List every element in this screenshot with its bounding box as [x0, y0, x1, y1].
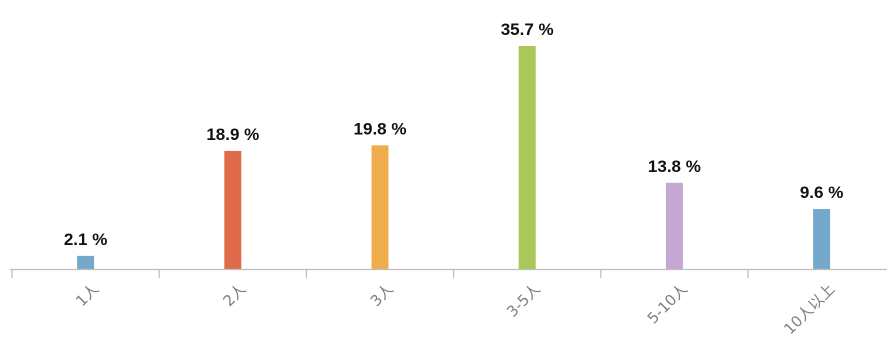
x-tick-label: 10人以上: [780, 280, 838, 338]
bar: [371, 145, 389, 269]
x-tick-label: 2人: [219, 280, 249, 310]
bars-group: [77, 46, 831, 269]
x-axis-ticks: [11, 269, 749, 278]
bar: [665, 182, 683, 269]
data-label: 9.6 %: [800, 183, 843, 202]
data-label: 2.1 %: [64, 230, 107, 249]
value-labels-group: 2.1 % 18.9 % 19.8 % 35.7 % 13.8 % 9.6 %: [64, 20, 843, 249]
data-label: 19.8 %: [354, 119, 407, 138]
bar: [224, 150, 242, 269]
x-tick-label: 5-10人: [644, 280, 691, 327]
x-tick-label: 1人: [72, 280, 102, 310]
bar: [813, 209, 831, 269]
x-tick-label: 3-5人: [503, 280, 544, 321]
data-label: 35.7 %: [501, 20, 554, 39]
data-label: 18.9 %: [206, 125, 259, 144]
x-tick-label: 3人: [367, 280, 397, 310]
bar: [77, 255, 95, 269]
x-tick-labels-group: 1人 2人 3人 3-5人 5-10人 10人以上: [72, 280, 838, 338]
bar: [518, 46, 536, 269]
data-label: 13.8 %: [648, 157, 701, 176]
